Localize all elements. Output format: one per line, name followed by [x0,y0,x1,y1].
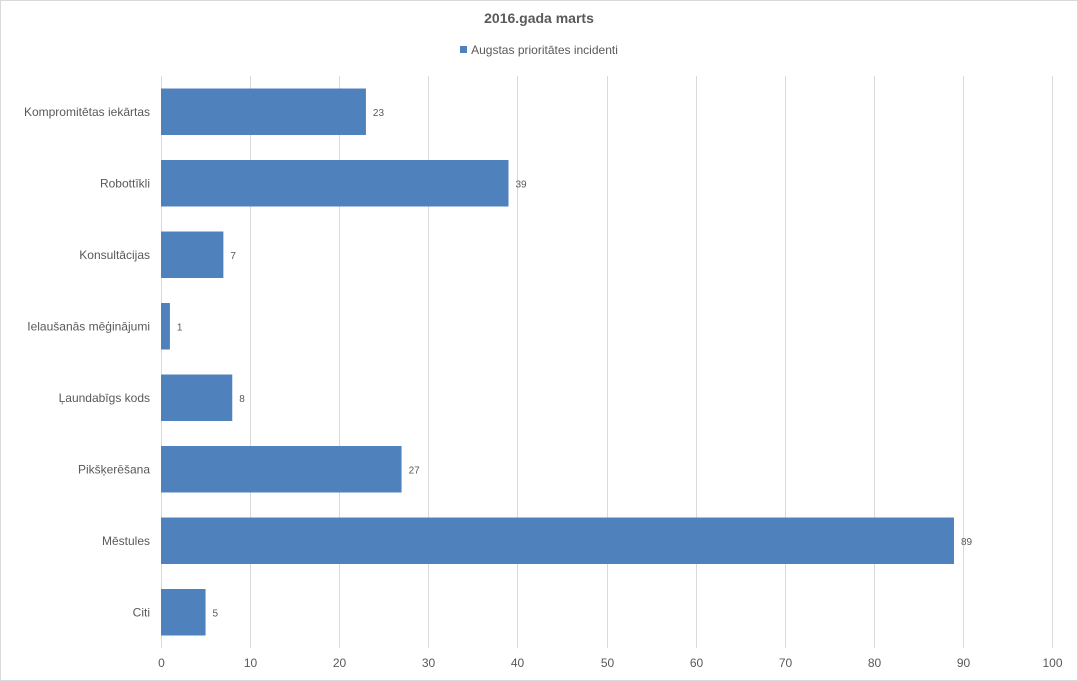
x-tick-label: 10 [244,656,258,670]
x-tick-label: 0 [158,656,165,670]
bar [161,517,954,564]
data-label: 7 [230,251,236,262]
x-tick-label: 90 [957,656,971,670]
bar [161,231,224,278]
x-tick-label: 40 [511,656,525,670]
x-tick-label: 20 [333,656,347,670]
legend-label: Augstas prioritātes incidenti [471,43,618,57]
category-label: Pikšķerēšana [78,462,150,476]
data-label: 39 [515,179,527,190]
category-label: Robottīkli [100,176,150,190]
legend-swatch [460,46,468,53]
x-tick-label: 50 [601,656,615,670]
category-label: Ļaundabīgs kods [59,391,150,405]
category-label: Kompromitētas iekārtas [24,105,150,119]
x-tick-label: 30 [422,656,436,670]
category-label: Mēstules [102,534,150,548]
data-label: 1 [177,322,183,333]
chart-title: 2016.gada marts [484,10,594,26]
bar [161,446,402,493]
x-tick-label: 100 [1042,656,1062,670]
x-tick-label: 70 [779,656,793,670]
bar [161,374,233,421]
category-label: Ielaušanās mēģinājumi [27,319,150,333]
bar [161,88,366,135]
data-label: 23 [373,108,385,119]
category-label: Citi [133,605,150,619]
data-label: 8 [239,394,245,405]
x-tick-label: 60 [690,656,704,670]
chart-legend: Augstas prioritātes incidenti [1,43,1077,57]
bar [161,589,206,636]
category-label: Konsultācijas [79,248,150,262]
data-label: 27 [409,465,421,476]
data-label: 5 [213,608,219,619]
x-tick-label: 80 [868,656,882,670]
data-label: 89 [961,537,973,548]
bar [161,303,170,350]
bar [161,160,509,207]
